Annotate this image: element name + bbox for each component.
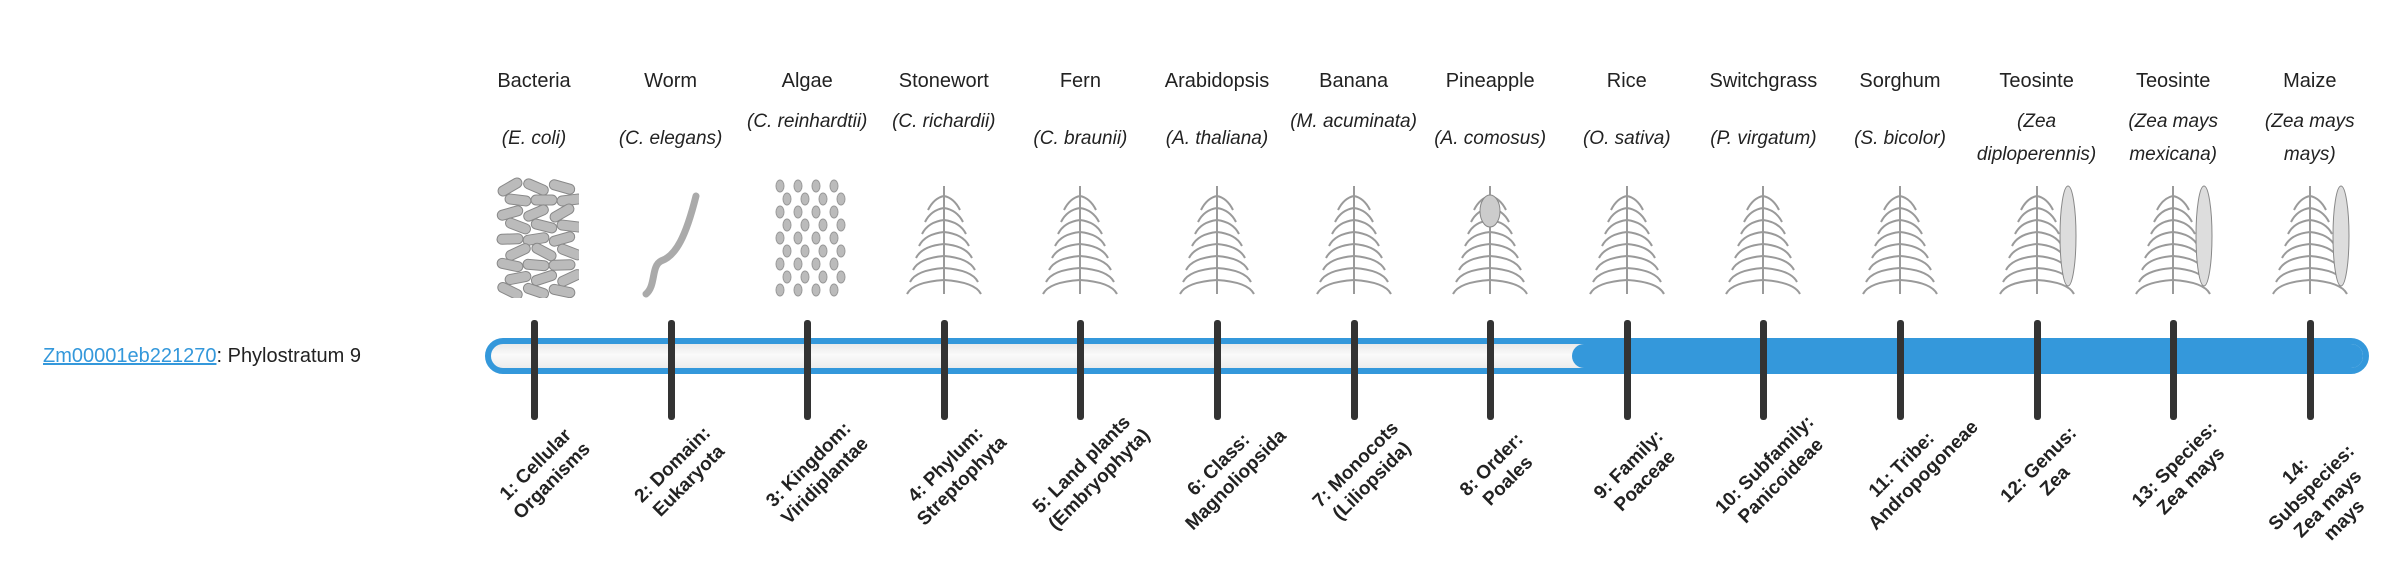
- stratum-tick: [1350, 320, 1358, 420]
- stratum-tick: [667, 320, 675, 420]
- sorghum-icon: [1855, 176, 1945, 298]
- stratum-tick: [531, 320, 538, 420]
- stratum-tick: [2306, 320, 2314, 420]
- stratum-label: 10: Subfamily: Panicoideae: [1711, 411, 1829, 528]
- stratum-tick: [1077, 320, 1085, 420]
- arabidopsis-icon: [1172, 176, 1262, 298]
- scientific-name: (O. sativa): [1582, 128, 1671, 149]
- scientific-name: (A. thaliana): [1165, 128, 1269, 149]
- fern-icon: [1035, 176, 1125, 298]
- gene-id-link[interactable]: Zm00001eb221270: [43, 345, 217, 367]
- stratum-label: 4: Phylum: Streptophyta: [903, 423, 1011, 530]
- teosinte-icon: [1992, 176, 2082, 298]
- scientific-name: (C. richardii): [892, 111, 996, 132]
- scientific-name: (Zea mays mexicana): [2128, 111, 2219, 165]
- bacteria-icon: [489, 176, 584, 301]
- common-name: Arabidopsis: [1164, 70, 1270, 92]
- common-name: Bacteria: [497, 70, 571, 92]
- common-name: Pineapple: [1445, 70, 1535, 92]
- scientific-name: (C. braunii): [1033, 128, 1128, 149]
- stratum-tick: [1623, 320, 1631, 420]
- stratum-label: 11: Tribe: Andropogoneae: [1864, 416, 1983, 535]
- stratum-label: 12: Genus: Zea: [1996, 422, 2081, 508]
- gene-label: Zm00001eb221270: Phylostratum 9: [43, 341, 361, 371]
- stratum-label: 1: Cellular Organisms: [495, 424, 595, 524]
- stratum-tick: [1214, 320, 1221, 420]
- scientific-name: (Zea mays mays): [2264, 111, 2355, 165]
- stratum-tick: [2033, 320, 2041, 420]
- common-name: Switchgrass: [1709, 70, 1818, 92]
- rice-icon: [1582, 176, 1672, 298]
- scientific-name: (C. elegans): [618, 128, 723, 149]
- common-name: Rice: [1606, 70, 1647, 92]
- stratum-label: 5: Land plants (Embryophyta): [1029, 411, 1155, 535]
- scientific-name: (M. acuminata): [1290, 111, 1417, 132]
- common-name: Banana: [1319, 70, 1389, 92]
- stratum-label: 2: Domain: Eukaryota: [630, 422, 729, 522]
- common-name: Teosinte: [2135, 70, 2211, 92]
- stratum-tick: [1897, 320, 1904, 420]
- pineapple-icon: [1445, 176, 1535, 298]
- stratum-label: 6: Class: Magnoliopsida: [1181, 425, 1291, 535]
- scientific-name: (Zea diploperennis): [1976, 111, 2097, 165]
- worm-icon: [626, 176, 716, 298]
- common-name: Fern: [1059, 70, 1101, 92]
- stratum-label: 3: Kingdom: Viridiplantae: [762, 418, 873, 529]
- common-name: Algae: [781, 70, 833, 92]
- phylostratum-bar-fill: [1571, 344, 2363, 368]
- common-name: Sorghum: [1859, 70, 1941, 92]
- stonewort-icon: [899, 176, 989, 298]
- scientific-name: (P. virgatum): [1710, 128, 1817, 149]
- stratum-tick: [1760, 320, 1768, 420]
- scientific-name: (E. coli): [501, 128, 567, 149]
- teosinte-mexicana-icon: [2128, 176, 2218, 298]
- stratum-tick: [940, 320, 948, 420]
- stratum-label: 13: Species: Zea mays: [2128, 418, 2230, 520]
- scientific-name: (S. bicolor): [1854, 128, 1946, 149]
- common-name: Maize: [2283, 70, 2337, 92]
- banana-icon: [1309, 176, 1399, 298]
- common-name: Stonewort: [898, 70, 989, 92]
- phylostratum-bar: [485, 338, 2369, 374]
- stratum-label: 7: Monocots (Liliopsida): [1308, 417, 1415, 525]
- stratum-label: 14: Subspecies: Zea mays mays: [2264, 440, 2369, 546]
- stratum-tick: [2170, 320, 2178, 420]
- stratum-label: 9: Family: Poaceae: [1589, 426, 1680, 516]
- scientific-name: (A. comosus): [1434, 128, 1547, 149]
- algae-icon: [762, 176, 852, 298]
- scientific-name: (C. reinhardtii): [747, 111, 868, 132]
- stratum-tick: [804, 320, 812, 420]
- switchgrass-icon: [1718, 176, 1808, 298]
- maize-icon: [2265, 176, 2355, 298]
- common-name: Teosinte: [1999, 70, 2074, 92]
- stratum-tick: [1487, 320, 1495, 420]
- stratum-label: 8: Order: Poales: [1456, 429, 1538, 511]
- phylostratum-text: : Phylostratum 9: [216, 345, 361, 367]
- common-name: Worm: [644, 70, 698, 92]
